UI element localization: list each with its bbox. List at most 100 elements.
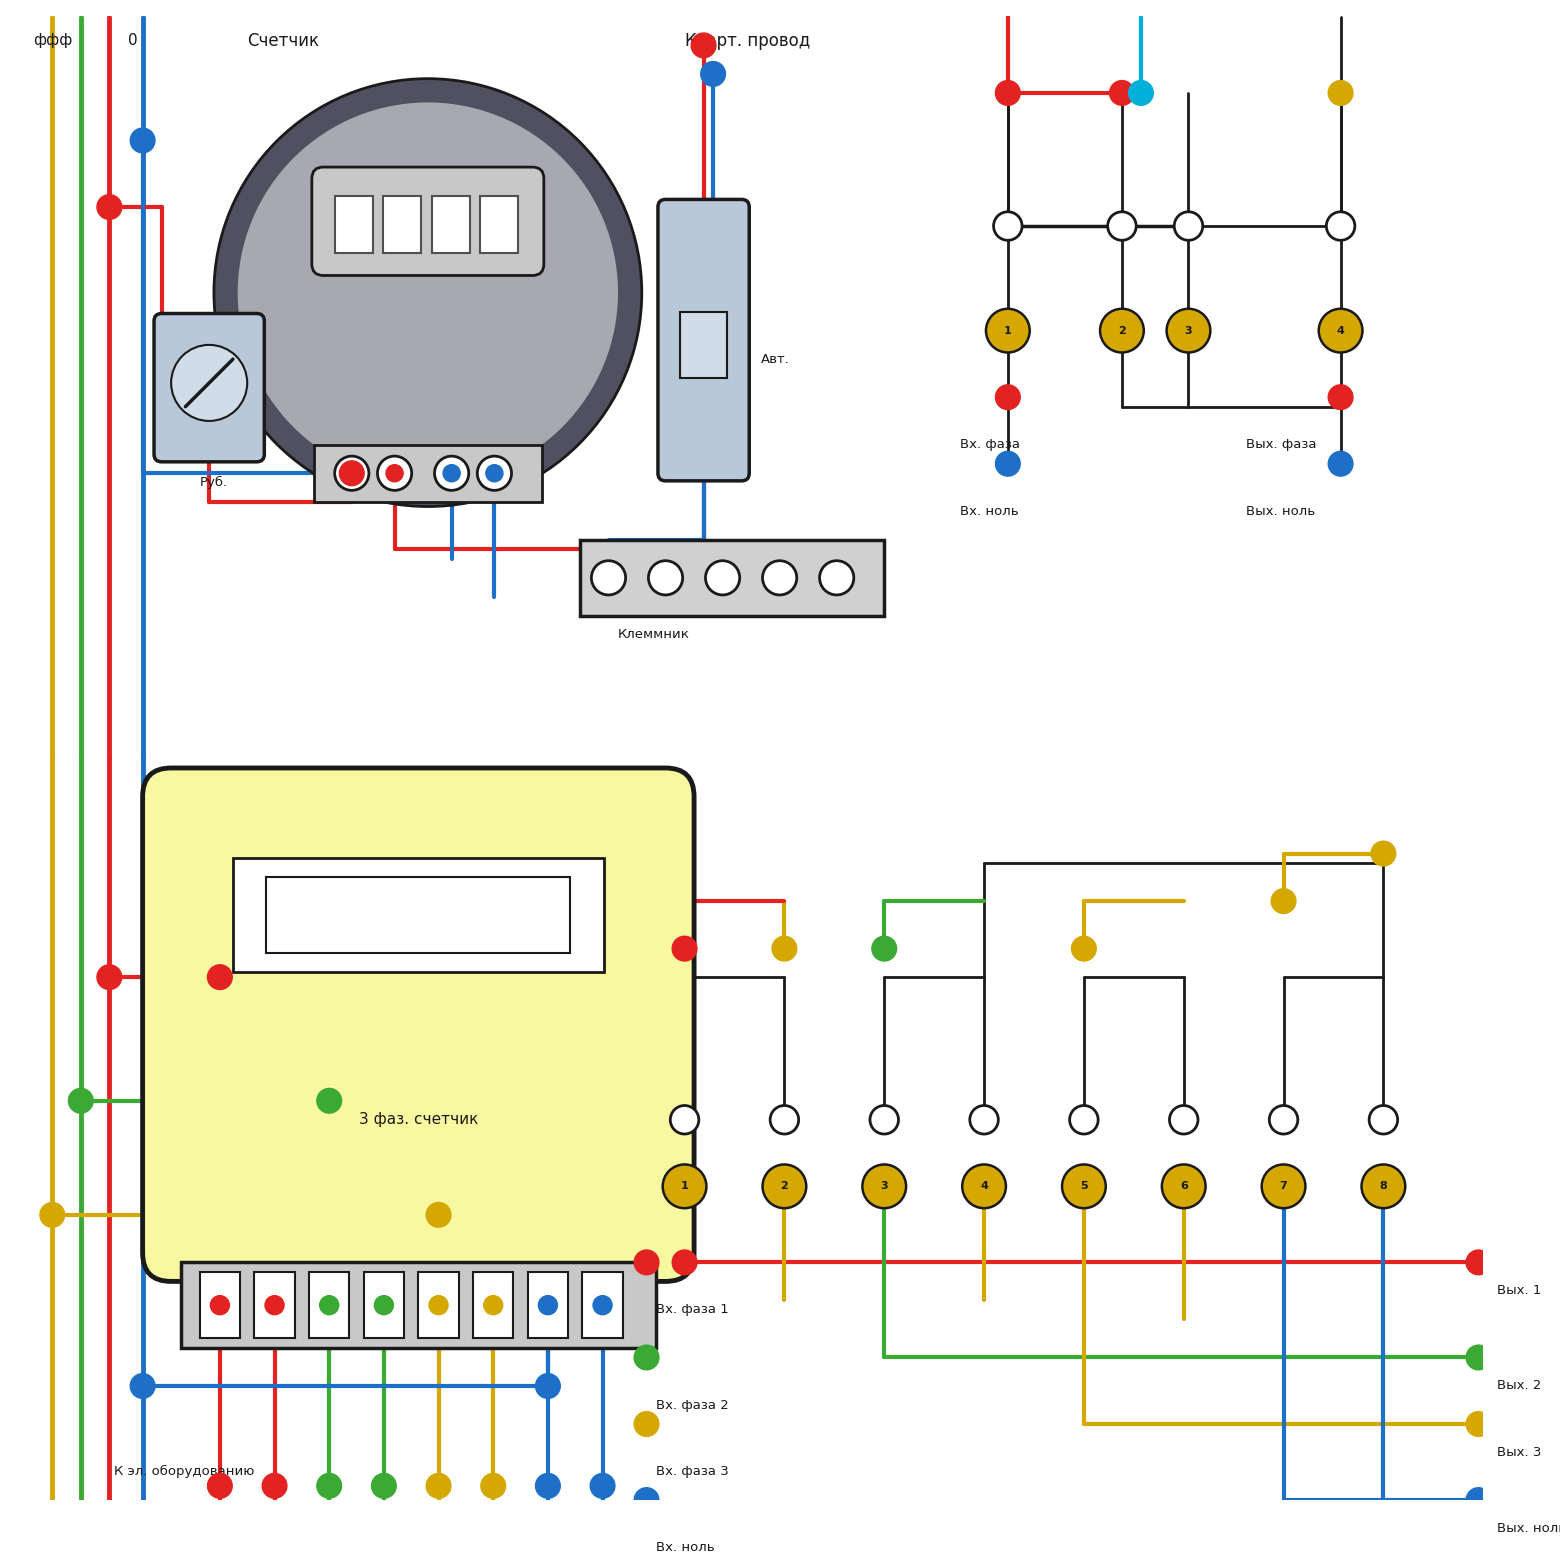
Circle shape: [995, 451, 1020, 476]
Circle shape: [591, 560, 626, 595]
Circle shape: [635, 1488, 658, 1513]
Text: К эл. оборудованию: К эл. оборудованию: [114, 1466, 254, 1478]
Bar: [363, 1272, 404, 1338]
Circle shape: [265, 1296, 284, 1314]
Circle shape: [1318, 309, 1362, 353]
Circle shape: [535, 1474, 560, 1499]
Bar: [580, 540, 885, 617]
Circle shape: [426, 1474, 451, 1499]
Bar: [582, 1272, 622, 1338]
Text: Вых. 1: Вых. 1: [1498, 1285, 1541, 1297]
Circle shape: [986, 309, 1030, 353]
Circle shape: [672, 937, 697, 962]
Bar: [527, 1272, 568, 1338]
Circle shape: [995, 81, 1020, 105]
Circle shape: [485, 465, 502, 482]
Circle shape: [672, 1250, 697, 1275]
Text: Вых. 2: Вых. 2: [1498, 1380, 1541, 1392]
Circle shape: [172, 345, 246, 421]
Bar: [314, 445, 541, 501]
Text: 2: 2: [780, 1182, 788, 1191]
Circle shape: [635, 1346, 658, 1371]
Text: Вых. 3: Вых. 3: [1498, 1445, 1541, 1460]
Bar: [480, 195, 518, 253]
Text: Вх. фаза 1: Вх. фаза 1: [657, 1303, 729, 1316]
Circle shape: [429, 1296, 448, 1314]
Circle shape: [320, 1296, 339, 1314]
Circle shape: [635, 1250, 658, 1275]
Circle shape: [1328, 451, 1353, 476]
Circle shape: [1100, 309, 1143, 353]
Text: 3: 3: [880, 1182, 888, 1191]
Text: 4: 4: [1337, 326, 1345, 336]
Circle shape: [1167, 309, 1211, 353]
Circle shape: [385, 465, 402, 482]
Circle shape: [207, 1474, 232, 1499]
FancyBboxPatch shape: [154, 314, 264, 462]
Bar: [680, 312, 727, 378]
Circle shape: [237, 103, 618, 482]
Circle shape: [443, 465, 460, 482]
Circle shape: [1128, 81, 1153, 105]
Circle shape: [207, 965, 232, 990]
Text: Вх. ноль: Вх. ноль: [961, 504, 1019, 518]
Text: Вх. фаза 3: Вх. фаза 3: [657, 1466, 729, 1478]
Circle shape: [426, 1202, 451, 1227]
Circle shape: [663, 1165, 707, 1208]
Circle shape: [1262, 1165, 1306, 1208]
Text: 4: 4: [980, 1182, 987, 1191]
Circle shape: [593, 1296, 612, 1314]
Circle shape: [129, 1374, 154, 1399]
Circle shape: [870, 1105, 899, 1133]
Circle shape: [671, 1105, 699, 1133]
Bar: [432, 195, 470, 253]
Circle shape: [1466, 1250, 1491, 1275]
Text: Клеммник: Клеммник: [618, 629, 690, 642]
Circle shape: [1328, 386, 1353, 409]
Text: Вых. фаза: Вых. фаза: [1245, 439, 1317, 451]
Bar: [309, 1272, 349, 1338]
Circle shape: [772, 937, 797, 962]
Text: 5: 5: [1080, 1182, 1087, 1191]
Circle shape: [97, 195, 122, 220]
Circle shape: [1362, 1165, 1406, 1208]
Text: Руб.: Руб.: [200, 476, 228, 489]
Circle shape: [1072, 937, 1097, 962]
Text: Счетчик: Счетчик: [246, 31, 320, 50]
Circle shape: [214, 78, 641, 506]
Circle shape: [691, 33, 716, 58]
Circle shape: [484, 1296, 502, 1314]
Circle shape: [340, 460, 363, 485]
Text: 6: 6: [1179, 1182, 1187, 1191]
Circle shape: [1062, 1165, 1106, 1208]
Circle shape: [317, 1474, 342, 1499]
Circle shape: [635, 1411, 658, 1436]
Circle shape: [1466, 1488, 1491, 1513]
Text: Авт.: Авт.: [761, 353, 789, 365]
Circle shape: [129, 128, 154, 153]
Circle shape: [1466, 1411, 1491, 1436]
Circle shape: [1162, 1165, 1206, 1208]
Circle shape: [374, 1296, 393, 1314]
Text: 7: 7: [1279, 1182, 1287, 1191]
Text: ффф: ффф: [33, 33, 73, 48]
Circle shape: [477, 456, 512, 490]
Circle shape: [535, 1374, 560, 1399]
Circle shape: [1466, 1346, 1491, 1371]
Circle shape: [435, 456, 468, 490]
Circle shape: [1328, 81, 1353, 105]
Text: Вх. фаза 2: Вх. фаза 2: [657, 1399, 729, 1411]
Circle shape: [1326, 212, 1356, 240]
Circle shape: [378, 456, 412, 490]
Text: 1: 1: [1005, 326, 1012, 336]
Circle shape: [994, 212, 1022, 240]
Text: Вых. ноль: Вых. ноль: [1498, 1522, 1560, 1534]
Circle shape: [335, 456, 368, 490]
Text: 3: 3: [1184, 326, 1192, 336]
Circle shape: [819, 560, 853, 595]
Circle shape: [262, 1474, 287, 1499]
FancyBboxPatch shape: [312, 167, 544, 275]
Circle shape: [1070, 1105, 1098, 1133]
Circle shape: [1371, 841, 1396, 866]
Circle shape: [872, 937, 897, 962]
